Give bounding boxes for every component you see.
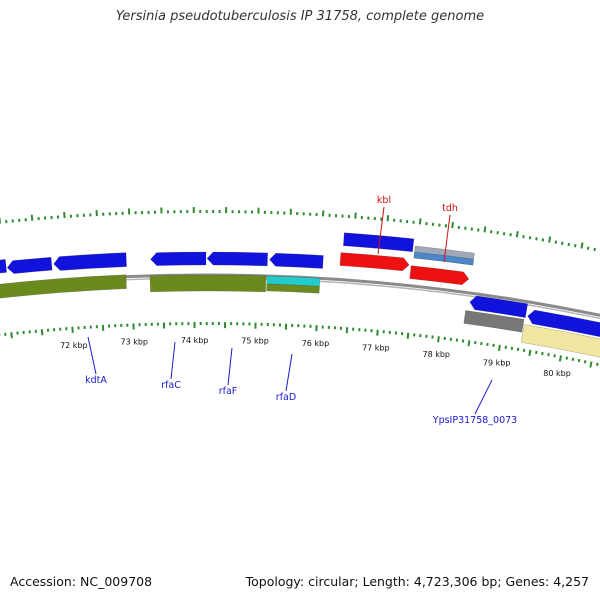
kbp-label: 73 kbp xyxy=(120,337,148,346)
outer-scale-tick xyxy=(573,244,577,248)
inner-scale-tick xyxy=(535,350,538,355)
outer-scale-tick xyxy=(567,242,571,247)
inner-scale-tick xyxy=(528,349,532,356)
outer-scale-tick xyxy=(580,242,584,249)
inner-scale-tick xyxy=(596,362,599,366)
olive-block xyxy=(0,274,127,299)
inner-scale-tick xyxy=(467,340,471,347)
cds-block xyxy=(6,256,53,274)
outer-scale-tick xyxy=(554,240,558,244)
inner-scale-tick xyxy=(522,348,526,352)
outer-scale-tick xyxy=(541,238,545,242)
gene-label: rfaD xyxy=(276,392,296,403)
gray-block xyxy=(463,310,525,333)
gene-label: rfaF xyxy=(219,386,238,397)
outer-scale-tick xyxy=(561,241,564,245)
inner-scale-tick xyxy=(577,358,581,363)
cds-block xyxy=(0,259,7,274)
gene-label: kbl xyxy=(377,195,391,206)
outer-scale-tick xyxy=(548,236,552,243)
cds-block xyxy=(53,252,127,271)
outer-scale-tick xyxy=(593,247,596,252)
cds-block xyxy=(469,295,528,318)
inner-scale-tick xyxy=(541,351,544,356)
kbp-label: 78 kbp xyxy=(422,350,450,359)
gene-label: rfaC xyxy=(161,380,181,391)
gene-leader-line xyxy=(443,214,451,263)
outer-scale-tick xyxy=(586,246,590,250)
cds-red-block xyxy=(339,252,410,272)
inner-scale-tick xyxy=(553,354,556,358)
inner-scale-tick xyxy=(589,361,593,368)
cds-block xyxy=(150,251,207,266)
gene-leader-line xyxy=(474,379,493,415)
outer-scale-tick xyxy=(483,226,487,233)
outer-scale-tick xyxy=(451,222,454,229)
gene-label: YpsIP31758_0073 xyxy=(432,415,517,426)
kbp-label: 72 kbp xyxy=(60,341,88,350)
inner-scale-tick xyxy=(406,332,410,339)
gene-leader-line xyxy=(170,341,176,380)
genome-summary-text: Topology: circular; Length: 4,723,306 bp… xyxy=(245,574,589,589)
kbp-label: 74 kbp xyxy=(181,336,209,345)
olive-block xyxy=(266,283,320,294)
gene-leader-line xyxy=(227,347,233,386)
kbp-label: 79 kbp xyxy=(483,359,511,368)
outer-scale-tick xyxy=(515,231,519,238)
kbp-label: 77 kbp xyxy=(362,344,390,353)
inner-scale-tick xyxy=(437,336,440,343)
olive-block xyxy=(149,274,267,293)
kbp-label: 80 kbp xyxy=(543,369,571,378)
inner-scale-tick xyxy=(376,329,379,336)
gene-label: kdtA xyxy=(85,375,107,386)
cds-block xyxy=(527,309,600,338)
outer-scale-tick xyxy=(30,214,34,221)
cds-block xyxy=(269,253,324,269)
kbp-label: 75 kbp xyxy=(241,337,269,346)
inner-scale-tick xyxy=(583,360,587,364)
inner-scale-tick xyxy=(40,329,44,336)
inner-scale-tick xyxy=(547,353,550,357)
cds-block xyxy=(206,251,268,267)
inner-scale-tick xyxy=(558,355,562,362)
cds-block xyxy=(343,232,415,252)
cds-red-block xyxy=(409,265,470,286)
cream-block xyxy=(520,324,600,358)
accession-text: Accession: NC_009708 xyxy=(10,574,153,589)
outer-scale-tick xyxy=(386,215,390,222)
gene-leader-line xyxy=(377,206,385,255)
inner-scale-tick xyxy=(571,357,575,361)
gene-leader-line xyxy=(285,353,293,392)
gene-label: tdh xyxy=(442,203,458,214)
kbp-label: 76 kbp xyxy=(302,339,330,348)
inner-scale-tick xyxy=(497,344,501,351)
inner-scale-tick xyxy=(10,332,13,339)
map-title: Yersinia pseudotuberculosis IP 31758, co… xyxy=(115,9,485,24)
steelblue-block xyxy=(413,251,474,266)
gene-leader-line xyxy=(87,336,97,375)
inner-scale-tick xyxy=(565,356,569,360)
outer-scale-tick xyxy=(418,218,422,225)
